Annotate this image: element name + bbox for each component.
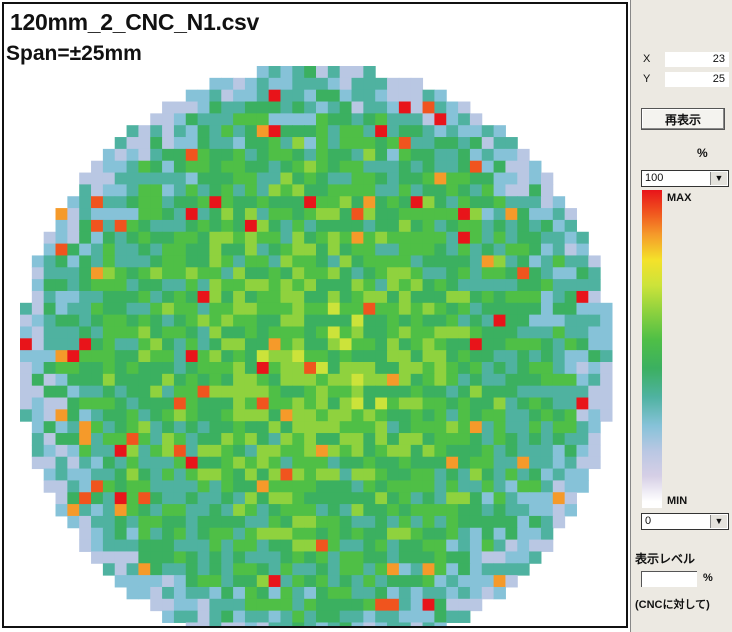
span-label: Span=±25mm — [6, 42, 142, 65]
x-coordinate-row: X 23 — [643, 52, 729, 68]
cnc-note: (CNCに対して) — [635, 599, 710, 611]
max-level-select[interactable]: 100 ▼ — [641, 170, 729, 187]
min-level-select[interactable]: 0 ▼ — [641, 513, 729, 530]
min-level-value: 0 — [645, 515, 652, 527]
color-scale-bar — [642, 190, 662, 508]
chevron-down-icon[interactable]: ▼ — [710, 172, 727, 185]
file-title: 120mm_2_CNC_N1.csv — [10, 9, 260, 35]
scale-min-label: MIN — [667, 495, 688, 507]
display-level-label: 表示レベル — [635, 552, 696, 566]
y-value-field: 25 — [665, 72, 729, 87]
level-unit-label: % — [703, 572, 713, 584]
surface-map-panel: 120mm_2_CNC_N1.csv Span=±25mm — [2, 2, 628, 628]
chevron-down-icon[interactable]: ▼ — [710, 515, 727, 528]
x-label: X — [643, 53, 651, 65]
redisplay-button[interactable]: 再表示 — [641, 108, 725, 130]
x-value-field: 23 — [665, 52, 729, 67]
surface-height-map — [20, 66, 613, 626]
y-label: Y — [643, 73, 651, 85]
percent-header: % — [697, 146, 708, 160]
scale-max-label: MAX — [667, 192, 692, 204]
y-coordinate-row: Y 25 — [643, 72, 729, 88]
display-level-input[interactable] — [641, 571, 697, 587]
control-panel: X 23 Y 25 再表示 % 100 ▼ MAX MIN 0 ▼ 表示レベル … — [630, 0, 732, 632]
max-level-value: 100 — [645, 172, 664, 184]
